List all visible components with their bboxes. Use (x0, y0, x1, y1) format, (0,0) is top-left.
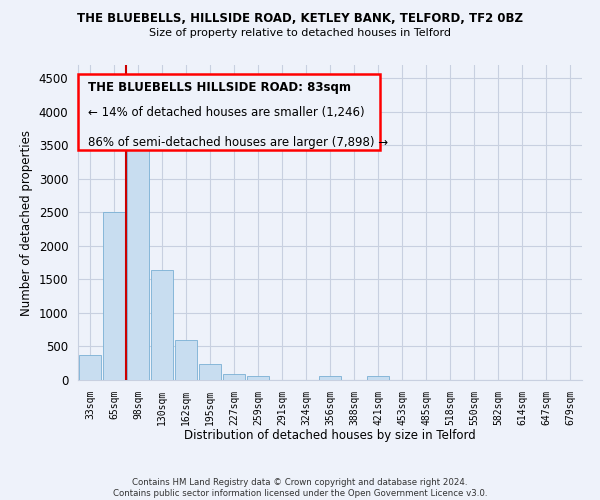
Text: Size of property relative to detached houses in Telford: Size of property relative to detached ho… (149, 28, 451, 38)
Bar (367, 376, 389, 380)
FancyBboxPatch shape (78, 74, 380, 150)
Bar (319, 376, 341, 380)
Bar (223, 374, 245, 380)
Text: THE BLUEBELLS HILLSIDE ROAD: 83sqm: THE BLUEBELLS HILLSIDE ROAD: 83sqm (88, 80, 351, 94)
Text: 86% of semi-detached houses are larger (7,898) →: 86% of semi-detached houses are larger (… (88, 136, 388, 149)
Bar (199, 364, 221, 380)
Bar (151, 270, 173, 380)
Y-axis label: Number of detached properties: Number of detached properties (20, 130, 33, 316)
Text: THE BLUEBELLS, HILLSIDE ROAD, KETLEY BANK, TELFORD, TF2 0BZ: THE BLUEBELLS, HILLSIDE ROAD, KETLEY BAN… (77, 12, 523, 26)
Text: ← 14% of detached houses are smaller (1,246): ← 14% of detached houses are smaller (1,… (88, 106, 365, 119)
X-axis label: Distribution of detached houses by size in Telford: Distribution of detached houses by size … (184, 429, 476, 442)
Bar (247, 376, 269, 380)
Text: Contains HM Land Registry data © Crown copyright and database right 2024.
Contai: Contains HM Land Registry data © Crown c… (113, 478, 487, 498)
Bar (103, 212, 125, 380)
Bar (127, 130, 149, 380)
Bar (175, 340, 197, 380)
Bar (79, 354, 101, 380)
